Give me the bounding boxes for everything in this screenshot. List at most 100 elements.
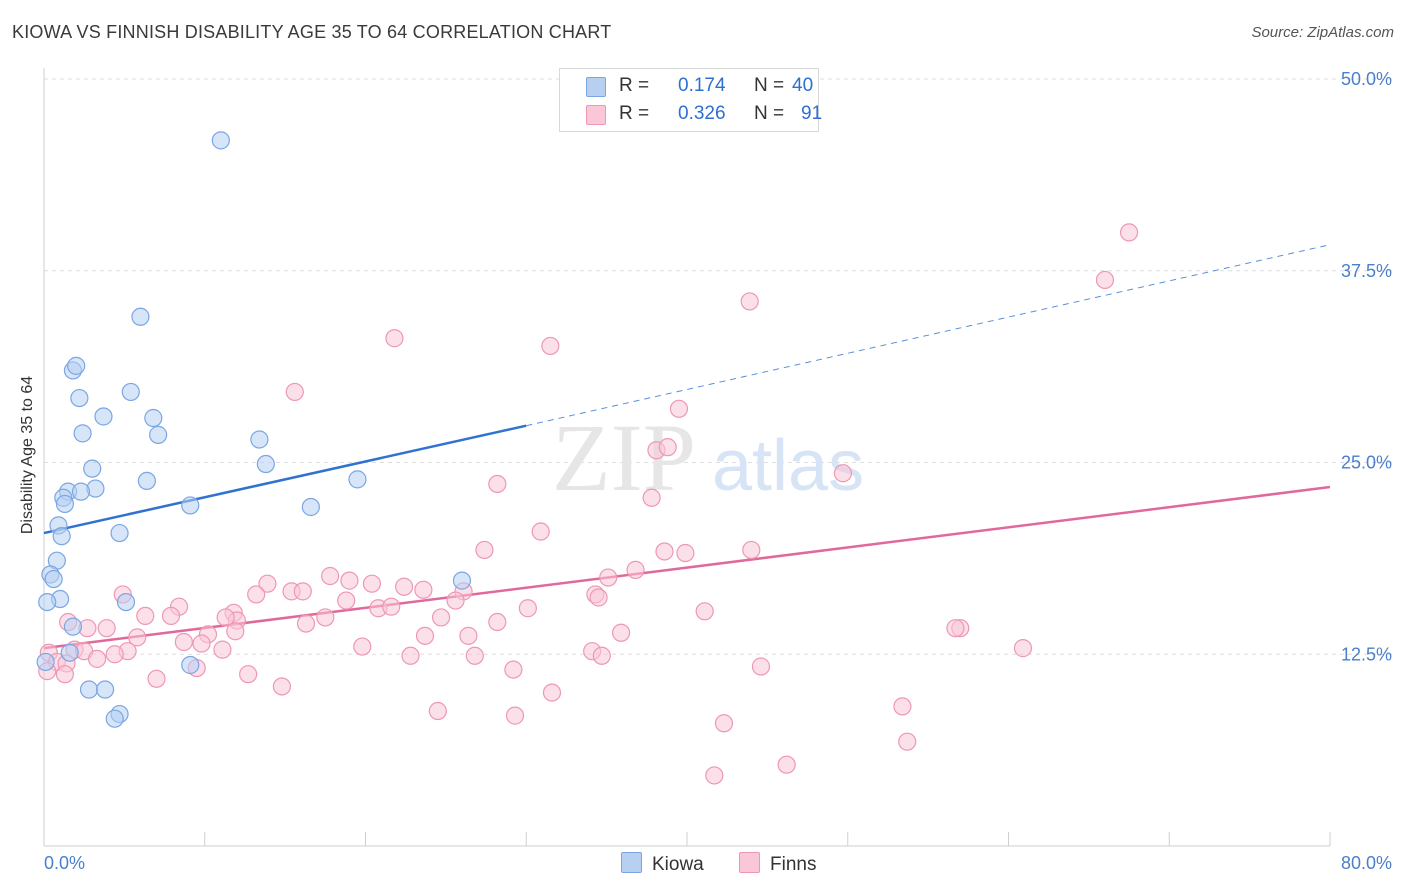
finns-point [247,585,266,604]
x-tick-label-min: 0.0% [44,853,85,873]
finns-point [642,488,661,507]
finns-point [833,464,853,483]
legend-r-value: 0.326 [678,103,726,124]
finns-point [695,602,714,621]
finns-point [293,582,312,601]
kiowa-point [256,454,275,474]
finns-point [340,571,359,590]
finns-point [192,634,211,653]
finns-point [488,612,507,632]
finns-point [105,645,124,664]
finns-point [1095,270,1115,290]
kiowa-point [44,569,63,589]
y-tick-label: 25.0% [1341,453,1392,473]
finns-point [531,522,550,541]
kiowa-point [71,482,91,501]
finns-point [401,646,420,665]
legend-n-label: N = [754,103,785,124]
finns-point [714,714,734,733]
legend-r-label: R = [619,103,650,124]
finns-point [676,543,695,563]
finns-point [353,637,372,656]
kiowa-point [38,592,57,612]
finns-point [589,588,608,607]
grid [44,78,1392,655]
finns-point [626,560,645,579]
kiowa-point [55,494,74,514]
y-tick-labels: 12.5% 25.0% 37.5% 50.0% [1341,69,1392,664]
chart-title: KIOWA VS FINNISH DISABILITY AGE 35 TO 64… [12,22,612,42]
finns-point [599,568,618,587]
finns-point [488,474,507,494]
y-tick-label: 12.5% [1341,644,1392,664]
finns-point [226,622,245,641]
finns-point [541,336,560,356]
finns-trend-line [43,485,1331,650]
kiowa-point [348,470,367,489]
kiowa-point [105,709,124,728]
x-ticks [43,832,1331,846]
y-tick-label: 50.0% [1341,69,1392,89]
y-tick-label: 37.5% [1341,261,1392,281]
kiowa-point [131,307,150,326]
finns-point [893,697,912,716]
finns-point [272,677,292,696]
source-label: Source: ZipAtlas.com [1251,24,1394,41]
kiowa-point [79,680,99,699]
watermark: ZIP atlas [552,404,864,511]
data-points [36,131,1139,785]
finns-point [216,608,235,627]
kiowa-point [36,652,55,672]
finns-point [174,632,193,652]
finns-point [658,438,677,457]
finns-point [751,657,771,676]
finns-point [946,619,965,638]
finns-point [428,701,447,721]
legend-n-label: N = [754,75,785,96]
finns-point [465,646,484,665]
finns-point [542,683,562,702]
legend-n-value: 91 [801,103,823,124]
finns-point [459,626,478,645]
finns-point [161,606,181,626]
kiowa-point [250,430,269,449]
kiowa-point [94,407,113,426]
finns-point [1013,639,1033,658]
finns-point [611,623,631,642]
kiowa-point [149,425,168,444]
kiowa-point [73,424,92,443]
finns-point [385,329,404,348]
finns-point [285,382,304,402]
bottom-legend-finns: Finns [739,852,816,876]
kiowa-point [301,497,320,517]
finns-point [669,399,689,418]
finns-point [296,614,316,633]
kiowa-point [52,527,71,546]
finns-point [740,292,759,311]
finns-point [898,732,917,751]
legend-r-value: 0.174 [678,75,726,96]
finns-point [415,626,435,645]
legend-n-value: 40 [792,75,814,96]
finns-point [321,566,340,586]
kiowa-point [116,592,136,612]
kiowa-point [95,680,115,699]
finns-point [394,577,414,596]
finns-point [705,766,724,785]
finns-point [655,542,674,561]
finns-point [316,608,335,627]
finns-point [147,669,166,688]
finns-point [337,591,356,610]
bottom-legend-swatch-kiowa [621,852,642,873]
finns-point [742,540,761,560]
kiowa-point [181,655,200,675]
watermark-zip: ZIP [552,404,696,511]
correlation-legend: R = 0.174 N = 40 R = 0.326 N = 91 [559,68,823,132]
finns-point [136,606,155,626]
finns-point [431,608,451,627]
finns-point [475,540,494,560]
kiowa-point [452,571,472,590]
kiowa-point [181,496,200,515]
kiowa-point [83,459,102,478]
